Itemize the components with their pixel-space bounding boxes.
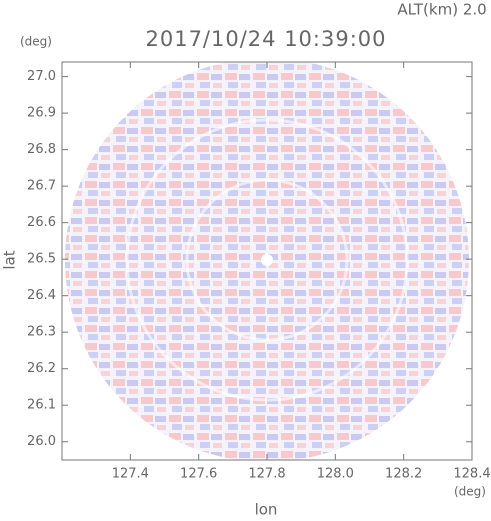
y-tick-label: 26.1 bbox=[27, 398, 56, 413]
ring bbox=[125, 118, 409, 402]
annotation: ALT(km) 2.0 bbox=[397, 1, 486, 19]
chart-title: 2017/10/24 10:39:00 bbox=[145, 27, 386, 51]
y-tick-label: 27.0 bbox=[27, 69, 56, 84]
y-axis-label: lat bbox=[1, 250, 19, 269]
y-tick-label: 26.4 bbox=[27, 288, 56, 303]
x-tick-label: 128.2 bbox=[385, 467, 422, 482]
y-tick-label: 26.8 bbox=[27, 142, 56, 157]
y-tick-label: 26.0 bbox=[27, 434, 56, 449]
x-unit: (deg) bbox=[454, 485, 486, 499]
y-tick-label: 26.9 bbox=[27, 106, 56, 121]
y-tick-label: 26.2 bbox=[27, 361, 56, 376]
x-tick-label: 128.0 bbox=[317, 467, 354, 482]
y-tick-label: 26.5 bbox=[27, 252, 56, 267]
y-tick-label: 26.3 bbox=[27, 325, 56, 340]
radar-center bbox=[261, 254, 273, 266]
radar-image bbox=[65, 62, 469, 460]
x-axis-label: lon bbox=[255, 501, 278, 519]
y-tick-label: 26.7 bbox=[27, 179, 56, 194]
x-tick-label: 127.8 bbox=[248, 467, 285, 482]
y-unit: (deg) bbox=[20, 35, 52, 49]
x-tick-label: 128.4 bbox=[453, 467, 490, 482]
ring bbox=[185, 178, 349, 342]
x-tick-label: 127.4 bbox=[112, 467, 149, 482]
y-tick-label: 26.6 bbox=[27, 215, 56, 230]
x-tick-label: 127.6 bbox=[180, 467, 217, 482]
